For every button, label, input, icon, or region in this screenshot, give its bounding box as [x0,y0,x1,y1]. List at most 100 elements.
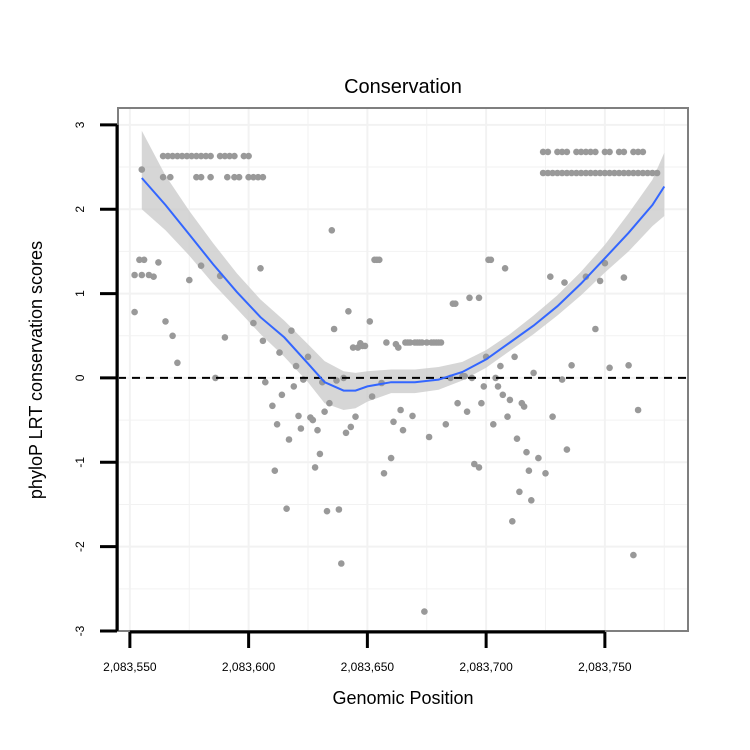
data-point [528,497,535,504]
data-point [592,148,599,156]
data-point [630,169,637,177]
data-point [138,271,146,279]
data-point [245,173,252,181]
data-point [620,274,628,281]
data-point [634,406,642,414]
data-point [490,421,497,428]
data-point [442,421,450,428]
x-axis: 2,083,550 2,083,600 2,083,650 2,083,700 2,08… [103,630,632,674]
y-tick-label: -3 [73,625,87,636]
data-point [563,446,571,453]
data-point [380,470,388,477]
data-point [245,152,252,160]
data-point [207,152,214,160]
data-point [492,374,499,382]
data-point [549,413,556,421]
x-tick-label: 2,083,550 [103,660,157,674]
data-point [240,152,248,160]
data-point [259,173,267,181]
data-point [544,148,552,156]
data-point [494,383,502,390]
data-point [366,318,374,325]
data-point [606,364,613,372]
data-point [202,152,210,160]
data-point [321,408,328,416]
data-point [338,560,345,567]
data-point [504,413,511,421]
data-point [155,259,162,266]
data-point [295,412,302,420]
data-point [425,433,433,441]
data-point [259,337,267,345]
data-point [592,169,599,177]
data-point [387,454,395,462]
data-point [423,339,431,346]
data-point [558,169,566,177]
data-point [573,148,580,156]
data-point [368,393,376,400]
data-point [554,169,561,177]
data-point [174,359,181,367]
data-point [487,256,495,264]
data-point [193,173,200,181]
data-point [615,148,623,156]
data-point [288,327,295,335]
data-point [582,273,590,281]
data-point [221,152,229,160]
data-point [513,435,521,443]
data-point [212,374,219,382]
data-point [297,425,305,432]
data-point [558,376,566,383]
data-point [390,418,397,426]
data-point [162,318,169,325]
data-point [530,369,537,377]
data-point [475,294,483,302]
data-point [606,169,613,177]
data-point [406,339,414,346]
y-tick-label: -1 [73,457,87,468]
data-point [150,273,157,281]
data-point [509,518,516,525]
data-point [596,277,604,285]
x-tick-label: 2,083,700 [459,660,513,674]
data-point [345,308,352,315]
x-tick-label: 2,083,600 [222,660,276,674]
data-point [231,152,238,160]
data-point [463,408,471,416]
data-point [395,344,402,351]
y-tick-label: 0 [73,374,87,381]
x-tick-label: 2,083,650 [341,660,395,674]
data-point [535,454,542,462]
data-point [285,436,293,443]
data-point [421,608,428,615]
data-point [290,383,298,390]
data-point [466,294,473,302]
data-point [131,308,138,316]
data-point [549,169,556,177]
loess-fit-line [141,177,666,392]
x-tick-label: 2,083,750 [578,660,632,674]
y-axis: -3 -2 -1 0 1 2 3 [73,121,119,636]
confidence-ribbon [141,130,665,411]
y-axis-label: phyloP LRT conservation scores [26,241,46,499]
data-point [606,148,613,156]
data-point [178,152,186,160]
data-point [207,173,214,181]
data-point [511,353,518,361]
y-tick-label: -2 [73,541,87,552]
data-point [138,166,146,173]
data-point [328,227,336,234]
data-point [620,169,628,177]
data-point [437,339,445,346]
data-point [620,148,628,156]
data-point [577,148,585,156]
data-point [352,413,359,421]
data-point [309,416,317,424]
data-point [231,173,238,181]
x-axis-label: Genomic Position [332,688,473,708]
data-point [304,353,312,361]
data-point [625,169,632,177]
data-point [544,169,552,177]
data-point [644,169,651,177]
